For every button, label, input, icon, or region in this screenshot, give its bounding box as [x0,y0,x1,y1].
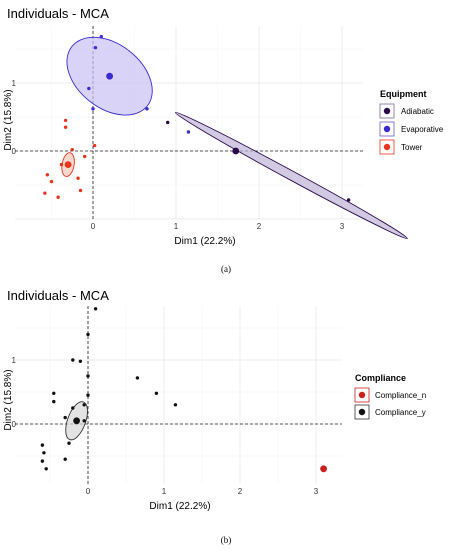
data-point [52,399,56,404]
data-point [86,393,90,397]
chart-a-xlabel: Dim1 (22.2%) [174,236,235,247]
chart-b-legend-label: Compliance_y [375,408,426,417]
chart-a-xtick: 1 [174,222,179,231]
chart-a-legend: Equipment Adiabatic Evaporative Tower [379,89,444,155]
centroid-point [64,161,72,169]
data-point [71,406,75,410]
chart-b-xtick: 3 [314,487,319,496]
data-point [42,451,46,455]
chart-a-title: Individuals - MCA [7,6,109,21]
data-point [92,143,97,148]
chart-b-xlabel: Dim1 (22.2%) [149,501,210,512]
legend-marker-adiabatic [383,107,391,115]
chart-b-ytick: 1 [12,356,17,365]
data-point [86,374,90,378]
data-point [52,391,56,395]
data-point [186,130,191,134]
data-point [173,403,178,407]
chart-b-ytick: 0 [12,420,17,429]
data-point [87,86,91,91]
data-point [93,45,98,50]
chart-a-ytick: 0 [12,147,17,156]
chart-a-legend-label: Tower [401,143,423,152]
data-point [346,198,351,202]
data-point [76,176,80,180]
chart-a-legend-title: Equipment [380,89,427,99]
data-point [43,191,47,195]
chart-a: Individuals - MCA 0 1 2 3 0 1 Dim1 (22.2… [3,6,444,274]
data-point [86,332,90,337]
legend-marker-compliance-n [358,391,366,399]
chart-b-caption: (b) [221,535,232,545]
data-point [83,154,87,159]
chart-a-legend-label: Evaporative [401,125,444,134]
chart-b-zero-lines [15,306,342,484]
legend-marker-tower [383,143,391,151]
centroid-point [320,465,327,473]
data-point [59,162,64,167]
data-point [63,125,68,129]
data-point [63,415,67,420]
data-point [40,459,45,463]
data-point [45,173,50,177]
data-point [40,443,45,447]
data-point [154,391,159,395]
chart-a-xtick: 2 [257,222,262,231]
data-point [70,147,74,152]
data-point [166,120,170,125]
chart-b-legend-title: Compliance [355,373,406,383]
data-point [56,195,60,199]
chart-b-xtick: 2 [238,487,243,496]
data-point [63,457,67,461]
data-point [63,118,68,123]
chart-b-xtick: 1 [162,487,167,496]
chart-b-xtick: 0 [86,487,91,496]
data-point [93,307,98,311]
chart-a-ytick: 1 [12,79,17,88]
chart-b-panel [15,306,342,484]
data-point [67,441,71,445]
data-point [49,179,54,184]
chart-a-legend-label: Adiabatic [401,107,434,116]
legend-marker-compliance-y [358,408,366,416]
data-point [78,359,83,363]
chart-b-ylabel: Dim2 (15.8%) [3,369,14,430]
chart-b-centroids [73,417,327,473]
chart-a-centroids [64,72,240,169]
data-point [91,107,95,111]
chart-b-title: Individuals - MCA [7,288,109,303]
chart-a-ylabel: Dim2 (15.8%) [3,89,14,150]
chart-a-caption: (a) [221,264,231,274]
chart-b-legend: Compliance Compliance_n Compliance_y [354,373,426,420]
data-point [99,35,104,39]
confidence-ellipse [174,111,408,240]
data-point [82,403,86,407]
centroid-point [73,417,80,425]
chart-a-xtick: 0 [91,222,96,231]
data-point [82,419,86,423]
data-point [135,376,140,380]
legend-marker-evaporative [383,125,391,133]
data-point [71,358,75,362]
centroid-point [106,72,113,80]
data-point [145,107,149,111]
chart-a-xtick: 3 [340,222,345,231]
chart-b-legend-label: Compliance_n [375,391,426,400]
data-point [78,188,83,193]
chart-b: Individuals - MCA 0 1 2 3 0 1 Dim1 (22.2… [3,288,426,545]
data-point [44,467,48,471]
centroid-point [232,147,240,155]
